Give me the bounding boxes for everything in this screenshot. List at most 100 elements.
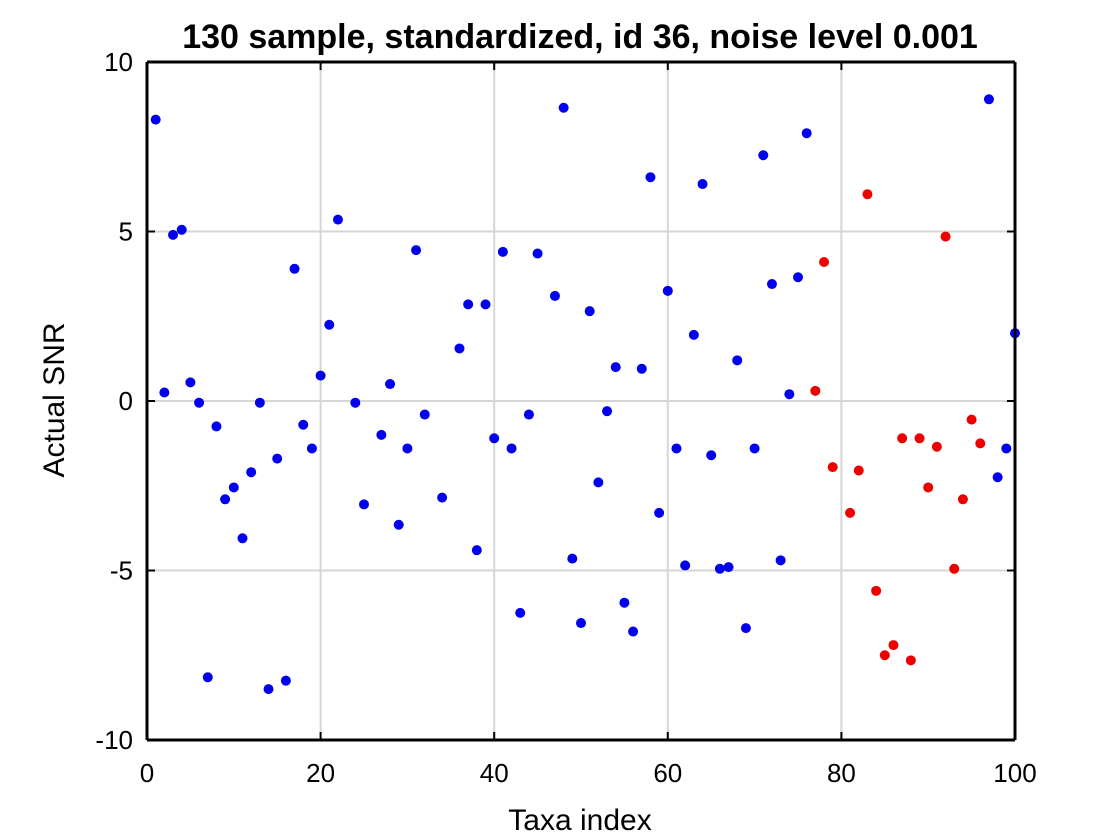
data-point-blue <box>992 472 1003 483</box>
data-point-blue <box>332 214 343 225</box>
data-point-blue <box>801 128 812 139</box>
data-point-red <box>931 441 942 452</box>
data-point-blue <box>775 555 786 566</box>
data-point-blue <box>706 450 717 461</box>
data-point-blue <box>688 329 699 340</box>
data-point-blue <box>159 387 170 398</box>
data-point-blue <box>732 355 743 366</box>
x-tick-label: 40 <box>480 758 509 788</box>
data-point-blue <box>1001 443 1012 454</box>
chart-title: 130 sample, standardized, id 36, noise l… <box>182 18 978 56</box>
data-point-blue <box>376 429 387 440</box>
data-point-blue <box>662 285 673 296</box>
data-point-blue <box>567 553 578 564</box>
data-point-red <box>940 231 951 242</box>
data-point-blue <box>532 248 543 259</box>
tick-labels: 0 20 40 60 80 100 10 5 0 -5 -10 <box>95 47 1036 788</box>
data-point-blue <box>237 533 248 544</box>
data-point-blue <box>254 397 265 408</box>
data-point-blue <box>602 406 613 417</box>
data-point-blue <box>194 397 205 408</box>
x-tick-label: 80 <box>827 758 856 788</box>
data-point-red <box>888 640 899 651</box>
data-point-blue <box>680 560 691 571</box>
grid-lines <box>147 62 1015 740</box>
y-tick-label: 0 <box>119 386 133 416</box>
data-point-red <box>845 507 856 518</box>
data-point-blue <box>402 443 413 454</box>
data-point-blue <box>636 363 647 374</box>
data-point-red <box>923 482 934 493</box>
data-point-red <box>966 414 977 425</box>
data-point-blue <box>628 626 639 637</box>
data-point-blue <box>593 477 604 488</box>
data-point-red <box>871 585 882 596</box>
x-axis-label: Taxa index <box>508 804 651 837</box>
data-point-red <box>853 465 864 476</box>
data-point-red <box>819 257 830 268</box>
x-tick-label: 100 <box>993 758 1036 788</box>
data-point-blue <box>471 545 482 556</box>
data-point-blue <box>185 377 196 388</box>
data-point-red <box>957 494 968 505</box>
axes <box>145 60 1017 742</box>
data-point-blue <box>176 224 187 235</box>
data-point-red <box>827 462 838 473</box>
data-point-blue <box>289 263 300 274</box>
x-tick-label: 20 <box>306 758 335 788</box>
y-tick-label: 10 <box>104 47 133 77</box>
data-point-blue <box>619 597 630 608</box>
y-tick-label: -5 <box>110 556 133 586</box>
data-point-blue <box>983 94 994 105</box>
data-point-blue <box>645 172 656 183</box>
data-point-blue <box>211 421 222 432</box>
data-point-blue <box>480 299 491 310</box>
data-point-blue <box>463 299 474 310</box>
data-point-blue <box>454 343 465 354</box>
data-point-blue <box>523 409 534 420</box>
y-axis-label: Actual SNR <box>38 322 71 477</box>
data-point-blue <box>306 443 317 454</box>
data-point-blue <box>202 672 213 683</box>
data-point-blue <box>740 623 751 634</box>
data-point-blue <box>272 453 283 464</box>
data-point-blue <box>723 562 734 573</box>
data-point-blue <box>419 409 430 420</box>
data-point-blue <box>506 443 517 454</box>
data-point-blue <box>714 563 725 574</box>
data-point-blue <box>610 362 621 373</box>
data-point-blue <box>393 519 404 530</box>
data-point-blue <box>766 279 777 290</box>
data-point-red <box>810 385 821 396</box>
data-point-red <box>949 563 960 574</box>
data-point-blue <box>350 397 361 408</box>
data-point-red <box>914 433 925 444</box>
data-point-blue <box>246 467 257 478</box>
data-point-blue <box>150 114 161 125</box>
data-points <box>150 94 1020 695</box>
data-point-blue <box>437 492 448 503</box>
data-point-blue <box>671 443 682 454</box>
data-point-blue <box>280 675 291 686</box>
data-point-blue <box>758 150 769 161</box>
data-point-blue <box>385 379 396 390</box>
data-point-blue <box>359 499 369 510</box>
data-point-blue <box>220 494 231 505</box>
data-point-red <box>897 433 908 444</box>
data-point-blue <box>654 507 665 518</box>
x-tick-label: 60 <box>653 758 682 788</box>
data-point-blue <box>263 684 274 695</box>
data-point-blue <box>324 319 335 330</box>
data-point-blue <box>298 419 309 430</box>
data-point-blue <box>558 102 569 113</box>
data-point-red <box>975 438 986 449</box>
data-point-red <box>905 655 916 666</box>
data-point-blue <box>749 443 760 454</box>
data-point-blue <box>584 306 595 317</box>
x-tick-label: 0 <box>140 758 154 788</box>
y-tick-label: 5 <box>119 217 133 247</box>
data-point-blue <box>784 389 795 400</box>
data-point-blue <box>315 370 326 381</box>
data-point-red <box>862 189 873 200</box>
